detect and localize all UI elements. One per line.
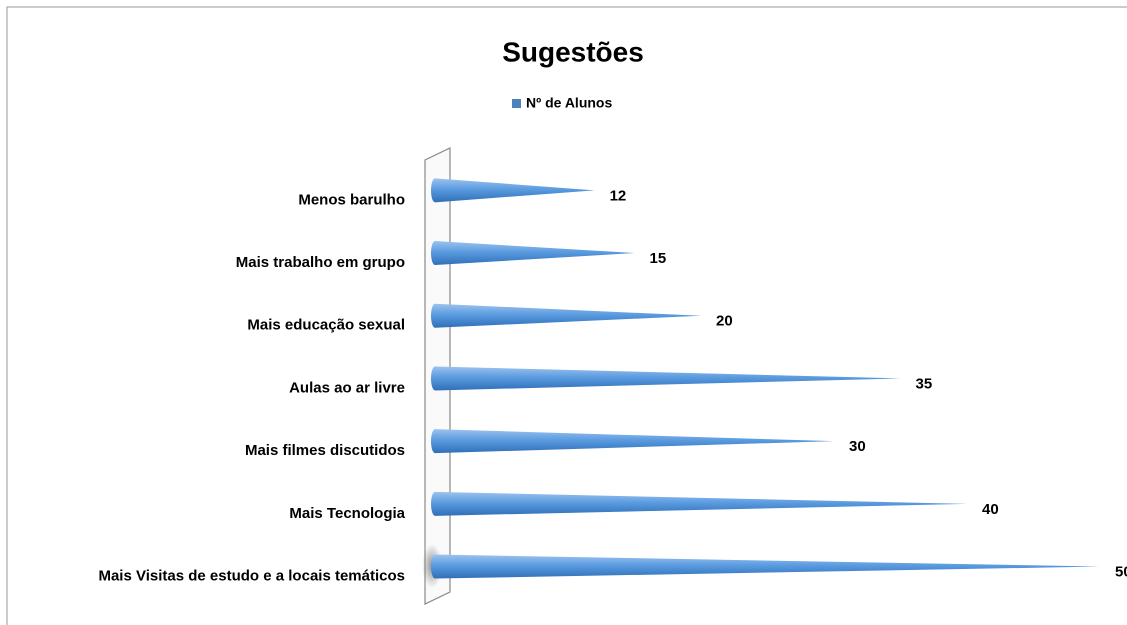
- cone: [431, 303, 701, 328]
- y-tick-label: Mais filmes discutidos: [245, 442, 405, 459]
- y-tick-label: Mais Tecnologia: [289, 505, 405, 522]
- frame: [6, 6, 1127, 625]
- y-tick-label: Menos barulho: [298, 191, 405, 208]
- data-label: 35: [916, 375, 933, 392]
- y-tick-label: Aulas ao ar livre: [289, 379, 405, 396]
- cone: [431, 429, 834, 454]
- data-label: 20: [716, 313, 733, 330]
- cone-body: [431, 429, 834, 454]
- cone-body: [431, 178, 595, 203]
- cone-body: [431, 554, 1100, 579]
- y-tick-label: Mais Visitas de estudo e a locais temáti…: [98, 568, 405, 585]
- cone-body: [431, 366, 901, 391]
- data-label: 40: [982, 501, 999, 518]
- chart-title: Sugestões: [502, 36, 644, 67]
- cone: [431, 554, 1100, 579]
- legend-swatch: [512, 99, 521, 108]
- y-tick-label: Mais educação sexual: [247, 317, 405, 334]
- cone: [431, 178, 595, 203]
- y-tick-label: Mais trabalho em grupo: [236, 254, 405, 271]
- legend-label: Nº de Alunos: [526, 95, 612, 111]
- cone: [431, 366, 901, 391]
- cone-body: [431, 491, 967, 516]
- cone-body: [431, 241, 635, 266]
- cone: [431, 491, 967, 516]
- cone-body: [431, 303, 701, 328]
- data-label: 50: [1115, 564, 1127, 581]
- data-label: 15: [650, 250, 667, 267]
- cone: [431, 241, 635, 266]
- data-label: 30: [849, 438, 866, 455]
- data-label: 12: [610, 187, 627, 204]
